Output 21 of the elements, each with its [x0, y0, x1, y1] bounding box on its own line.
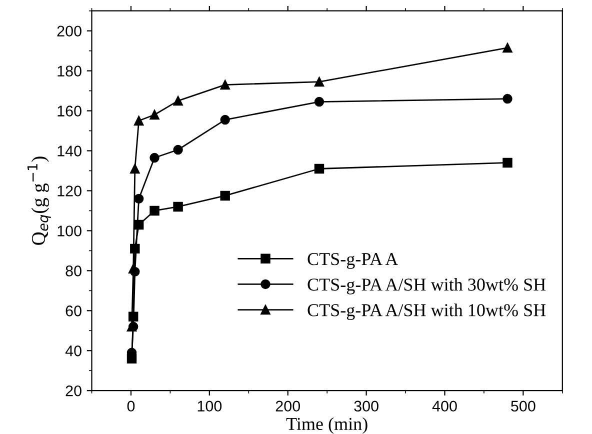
x-tick-label: 500	[511, 400, 536, 412]
y-tick-label: 20	[66, 385, 82, 396]
x-axis-title: Time (min)	[286, 417, 368, 434]
y-tick-label: 80	[66, 266, 82, 276]
y-tick-label: 100	[58, 226, 82, 236]
x-tick-label: 0	[127, 400, 135, 412]
legend-label: CTS-g-PA A/SH with 10wt% SH	[308, 304, 546, 320]
y-tick-label: 120	[58, 186, 82, 196]
y-tick-label: 180	[58, 66, 82, 76]
y-tick-label: 40	[65, 345, 82, 356]
y-tick-label: 60	[66, 306, 82, 316]
legend-label: CTS-g-PA A/SH with 30wt% SH	[308, 278, 546, 294]
y-tick-label: 160	[58, 106, 82, 116]
legend-label: CTS-g-PA A	[308, 253, 398, 269]
x-tick-label: 300	[354, 400, 378, 412]
y-tick-label: 140	[58, 146, 82, 156]
x-tick-label: 100	[198, 400, 222, 412]
y-tick-label: 200	[57, 26, 82, 37]
x-tick-label: 400	[432, 400, 457, 412]
y-axis-title: Q$_{eq}$(g g$^{−1}$)	[27, 156, 51, 245]
x-tick-label: 200	[276, 400, 300, 412]
